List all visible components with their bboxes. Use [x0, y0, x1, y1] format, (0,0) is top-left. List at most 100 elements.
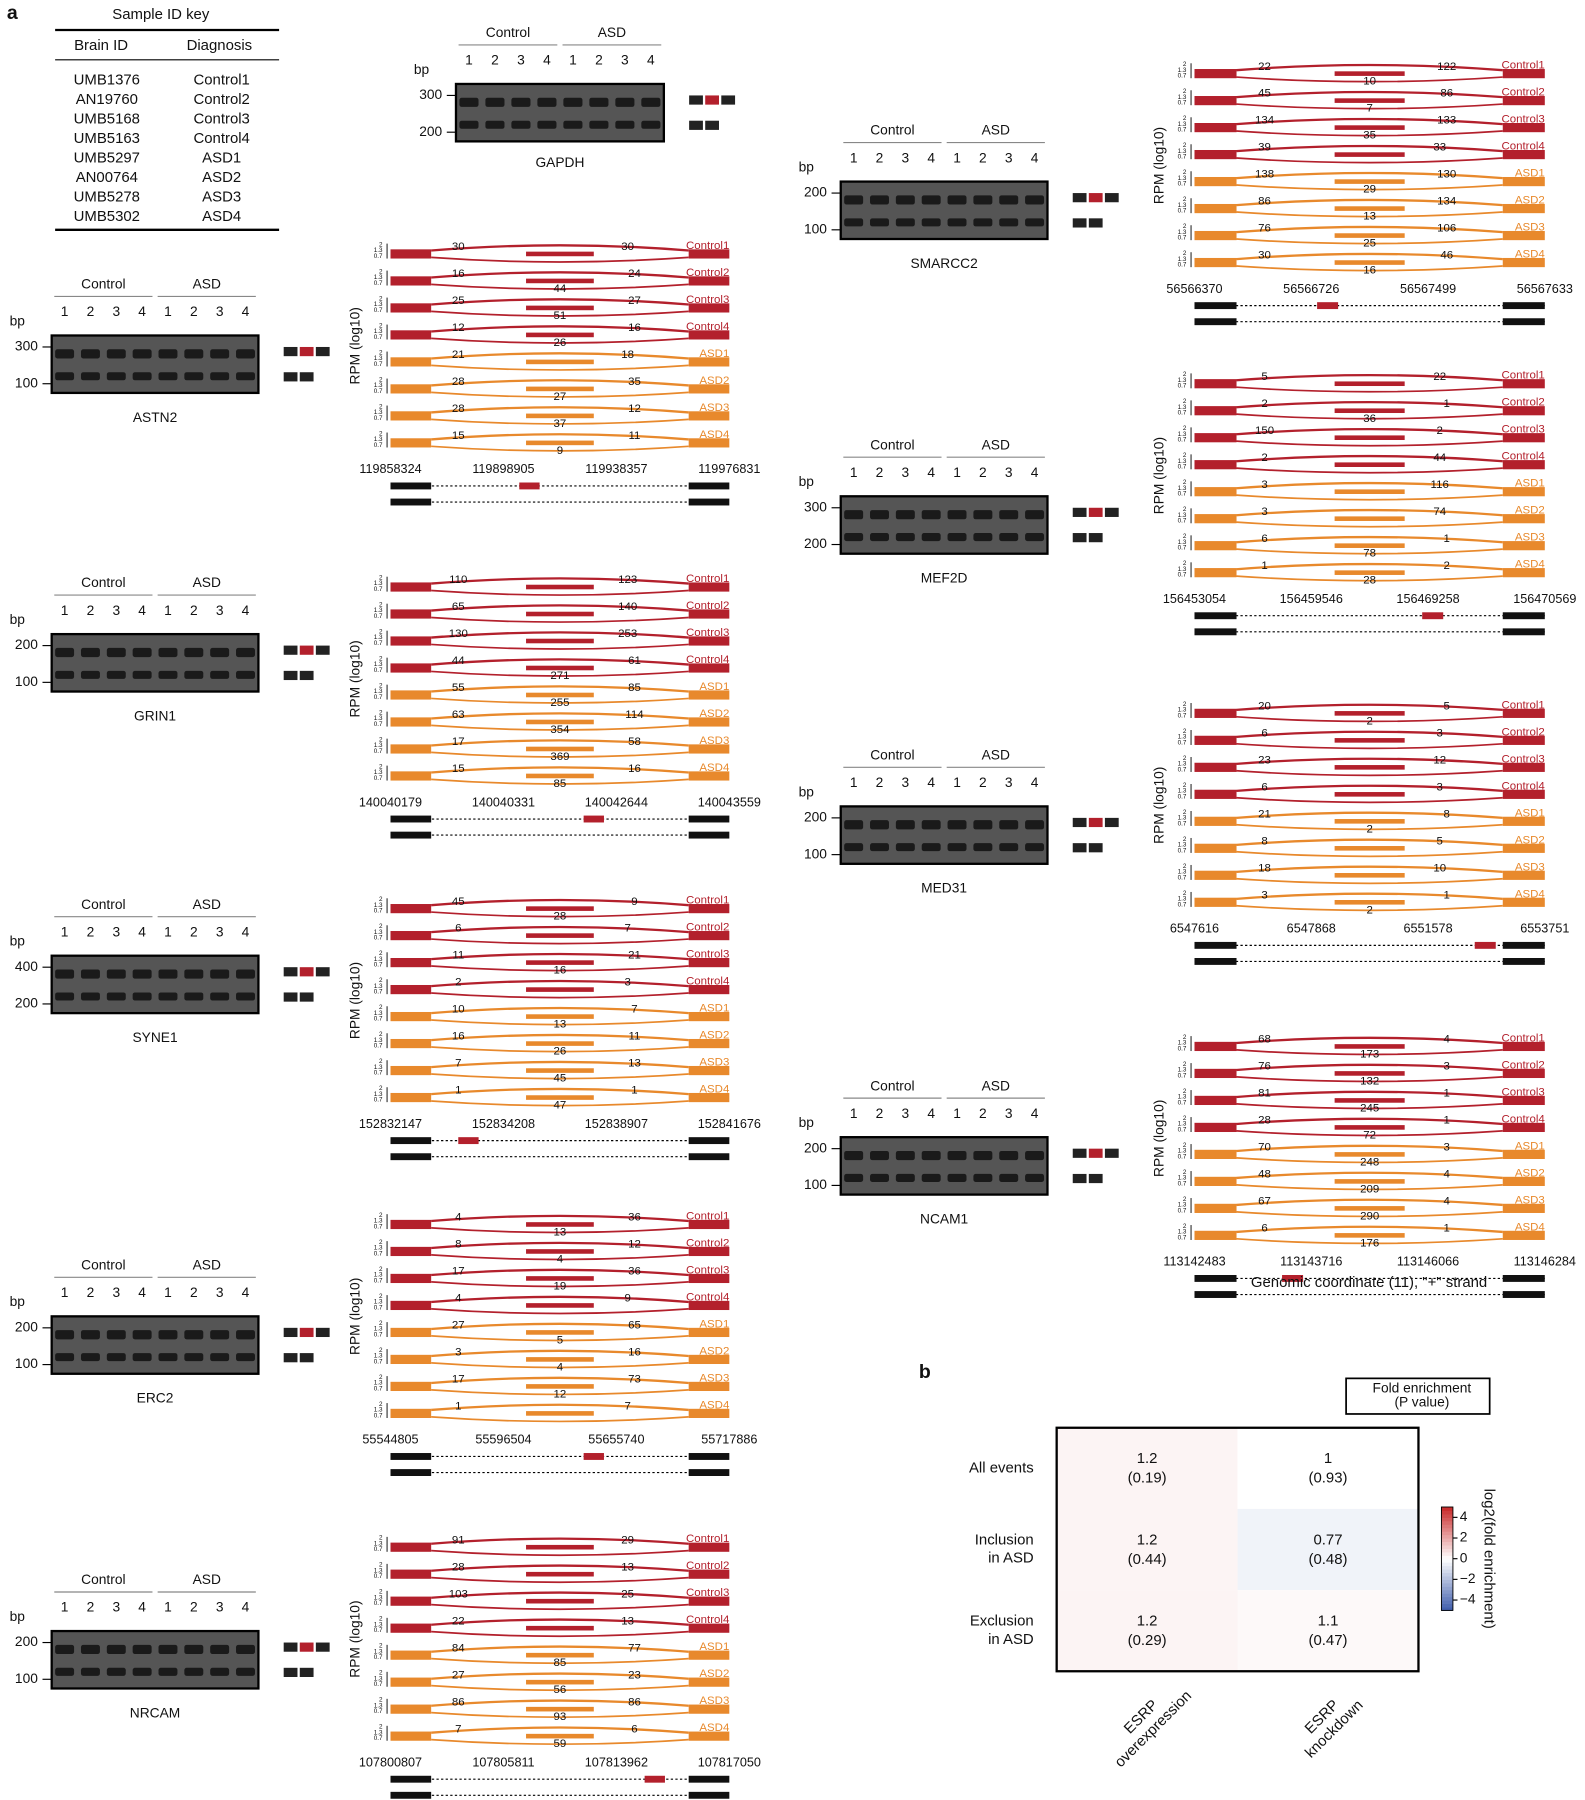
junction-arc	[431, 1603, 689, 1611]
exon-icon	[315, 645, 330, 655]
band	[158, 349, 178, 359]
cell-value: 1.2	[1137, 1531, 1158, 1548]
gel-group: Control	[870, 747, 914, 762]
lane-number: 3	[517, 53, 525, 68]
lane-number: 1	[164, 1285, 172, 1300]
junction-count: 17	[452, 736, 465, 748]
junction-arc	[431, 1046, 689, 1053]
track-tick: 1.3	[374, 956, 383, 963]
gel-group: Control	[870, 437, 914, 452]
track-tick: 0.7	[374, 1385, 383, 1392]
sample-label: Control3	[686, 949, 729, 961]
coverage	[526, 773, 594, 779]
heat-frame	[1055, 1426, 1420, 1673]
colorbar-tick-label: 2	[1460, 1530, 1468, 1545]
junction-arc	[1236, 838, 1503, 847]
exon	[390, 1791, 432, 1799]
track-tick: 1.3	[1178, 1040, 1187, 1047]
coordinate: 119858324	[359, 462, 421, 476]
junction-count: 248	[1360, 1156, 1379, 1168]
coordinate: 56567633	[1517, 282, 1573, 296]
bp-label: bp	[10, 1294, 26, 1309]
sample-label: Control1	[686, 1210, 729, 1222]
junction-count: 3	[1261, 889, 1267, 901]
bp-label: bp	[414, 62, 430, 77]
exon-icon	[1088, 193, 1103, 203]
gel	[839, 1136, 1049, 1196]
sample-label: Control2	[686, 922, 729, 934]
band	[132, 969, 152, 979]
track-tick: 0.7	[1178, 1207, 1187, 1214]
coverage	[1334, 765, 1405, 770]
sample-label: ASD4	[1515, 888, 1546, 900]
junction-count: 2	[1261, 452, 1267, 464]
coordinate: 152841676	[698, 1117, 761, 1131]
coverage	[526, 692, 594, 698]
cell-value: 0.77	[1313, 1531, 1342, 1548]
coverage	[688, 1219, 730, 1230]
track-tick: 2	[1183, 61, 1187, 68]
junction-arc	[431, 685, 689, 693]
sample-label: Control3	[686, 294, 729, 306]
junction-count: 5	[1444, 701, 1450, 713]
junction-count: 130	[449, 628, 468, 640]
junction-arc	[1236, 703, 1503, 712]
gel-group: ASD	[982, 437, 1010, 452]
junction-arc	[431, 1006, 689, 1015]
track-tick: 0.7	[374, 1735, 383, 1742]
band	[844, 843, 864, 852]
key-cell: ASD3	[202, 189, 241, 206]
track-tick: 0.7	[374, 1043, 383, 1050]
coverage	[526, 1095, 594, 1100]
track-tick: 1.3	[1178, 431, 1187, 438]
coverage	[390, 690, 432, 700]
track-tick: 2	[379, 1347, 383, 1354]
lane-number: 1	[953, 775, 961, 790]
track-tick: 1.3	[374, 328, 383, 335]
exon	[1194, 958, 1237, 965]
coverage	[390, 609, 432, 619]
track-tick: 0.7	[1178, 518, 1187, 525]
junction-count: 68	[1258, 1034, 1271, 1046]
track-tick: 2	[1183, 755, 1187, 762]
sample-label: Control3	[686, 1587, 729, 1599]
band	[459, 97, 479, 107]
junction-count: 122	[1437, 61, 1456, 73]
colorbar-step	[1441, 1544, 1453, 1549]
band	[947, 195, 967, 205]
track-tick: 2	[1183, 1088, 1187, 1095]
track-tick: 0.7	[374, 442, 383, 449]
gel	[50, 954, 260, 1015]
gel-group: Control	[870, 1078, 914, 1093]
heat-cell	[1237, 1590, 1419, 1672]
track-tick: 2	[379, 1058, 383, 1065]
junction-arc	[431, 1060, 689, 1069]
exon	[1194, 302, 1237, 310]
colorbar-tick-label: −4	[1460, 1592, 1476, 1607]
junction-count: 23	[628, 1669, 641, 1681]
coordinate: 55544805	[362, 1433, 418, 1447]
exon-icon	[1072, 218, 1087, 228]
lane-number: 3	[112, 1600, 120, 1615]
lane-number: 2	[979, 150, 987, 165]
exon-icon	[1072, 1173, 1087, 1184]
band	[870, 218, 889, 227]
band	[132, 670, 152, 679]
lane-number: 2	[979, 1106, 987, 1121]
exon	[688, 1469, 730, 1476]
key-cell: UMB5278	[74, 189, 140, 206]
colorbar-step	[1441, 1548, 1453, 1553]
band	[844, 218, 864, 227]
coverage	[688, 1704, 730, 1714]
band	[999, 1173, 1019, 1182]
track-tick: 0.7	[374, 935, 383, 942]
coverage	[390, 1704, 432, 1714]
exon-icon	[283, 372, 298, 382]
bp-tick: 200	[15, 1634, 38, 1649]
band	[921, 820, 941, 830]
track-tick: 2	[379, 682, 383, 689]
exon	[1194, 1275, 1237, 1282]
exon-icon	[1104, 1148, 1119, 1158]
coordinate: 6553751	[1520, 922, 1569, 936]
junction-count: 3	[1444, 1061, 1450, 1073]
